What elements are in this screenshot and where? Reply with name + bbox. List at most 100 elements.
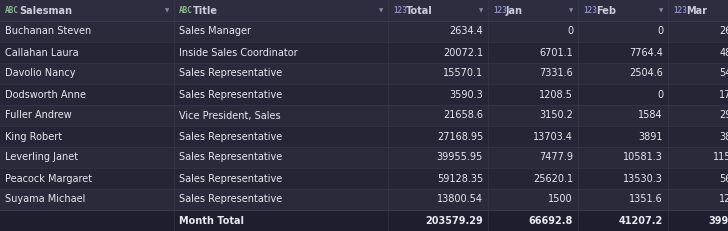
Bar	[488, 63, 578, 84]
Bar	[174, 84, 388, 105]
Text: 21658.6: 21658.6	[443, 110, 483, 121]
Text: 7331.6: 7331.6	[539, 69, 573, 79]
Bar	[174, 147, 388, 168]
Text: 13703.4: 13703.4	[533, 131, 573, 142]
Text: Sales Representative: Sales Representative	[179, 131, 282, 142]
Bar	[388, 84, 488, 105]
Text: 10581.3: 10581.3	[623, 152, 663, 162]
Bar	[488, 105, 578, 126]
Text: 3590.3: 3590.3	[449, 89, 483, 100]
Bar	[488, 84, 578, 105]
Text: Inside Sales Coordinator: Inside Sales Coordinator	[179, 48, 298, 58]
Bar	[488, 168, 578, 189]
Text: Peacock Margaret: Peacock Margaret	[5, 173, 92, 183]
Text: 25620.1: 25620.1	[533, 173, 573, 183]
Text: 39955.95: 39955.95	[437, 152, 483, 162]
Text: King Robert: King Robert	[5, 131, 62, 142]
Text: 1258.2: 1258.2	[719, 195, 728, 204]
Bar	[0, 21, 174, 42]
Text: Title: Title	[193, 6, 218, 15]
Bar	[0, 168, 174, 189]
Bar	[488, 21, 578, 42]
Text: 5493.9: 5493.9	[719, 69, 728, 79]
Text: 4806.1: 4806.1	[719, 48, 728, 58]
Bar	[488, 189, 578, 210]
Text: 203579.29: 203579.29	[425, 216, 483, 225]
Text: ▼: ▼	[659, 8, 663, 13]
Text: 13530.3: 13530.3	[623, 173, 663, 183]
Bar	[578, 21, 668, 42]
Bar	[0, 189, 174, 210]
Text: 3867.2: 3867.2	[719, 131, 728, 142]
Bar	[388, 210, 488, 231]
Text: 2634.4: 2634.4	[449, 27, 483, 36]
Text: 123: 123	[393, 6, 407, 15]
Text: Vice President, Sales: Vice President, Sales	[179, 110, 280, 121]
Text: 3150.2: 3150.2	[539, 110, 573, 121]
Text: ▼: ▼	[569, 8, 573, 13]
Text: Suyama Michael: Suyama Michael	[5, 195, 85, 204]
Text: 1584: 1584	[638, 110, 663, 121]
Bar	[488, 147, 578, 168]
Text: 15570.1: 15570.1	[443, 69, 483, 79]
Bar	[174, 126, 388, 147]
Bar	[174, 21, 388, 42]
Bar	[388, 189, 488, 210]
Bar	[174, 210, 388, 231]
Bar	[174, 105, 388, 126]
Text: Total: Total	[406, 6, 432, 15]
Bar	[174, 42, 388, 63]
Bar	[0, 84, 174, 105]
Text: Sales Representative: Sales Representative	[179, 69, 282, 79]
Bar	[488, 210, 578, 231]
Text: 1500: 1500	[548, 195, 573, 204]
Text: 7764.4: 7764.4	[629, 48, 663, 58]
Bar	[488, 126, 578, 147]
Text: ABC: ABC	[5, 6, 19, 15]
Text: 66692.8: 66692.8	[529, 216, 573, 225]
Text: 27168.95: 27168.95	[437, 131, 483, 142]
Text: 2905.1: 2905.1	[719, 110, 728, 121]
Bar	[668, 105, 728, 126]
Text: ▼: ▼	[379, 8, 383, 13]
Bar	[0, 63, 174, 84]
Text: 0: 0	[657, 27, 663, 36]
Bar	[0, 105, 174, 126]
Bar	[0, 210, 174, 231]
Text: Callahan Laura: Callahan Laura	[5, 48, 79, 58]
Text: 7477.9: 7477.9	[539, 152, 573, 162]
Text: Sales Manager: Sales Manager	[179, 27, 251, 36]
Text: 123: 123	[583, 6, 597, 15]
Text: 123: 123	[673, 6, 687, 15]
Text: Jan: Jan	[506, 6, 523, 15]
Text: Sales Representative: Sales Representative	[179, 195, 282, 204]
Bar	[668, 147, 728, 168]
Bar	[174, 189, 388, 210]
Bar	[388, 63, 488, 84]
Bar	[488, 42, 578, 63]
Bar	[388, 168, 488, 189]
Bar	[668, 126, 728, 147]
Text: Month Total: Month Total	[179, 216, 244, 225]
Bar	[578, 147, 668, 168]
Text: 1770.8: 1770.8	[719, 89, 728, 100]
Bar	[388, 126, 488, 147]
Bar	[0, 42, 174, 63]
Bar	[578, 105, 668, 126]
Text: Dodsworth Anne: Dodsworth Anne	[5, 89, 86, 100]
Bar	[578, 168, 668, 189]
Bar	[668, 63, 728, 84]
Bar	[174, 168, 388, 189]
Text: 0: 0	[657, 89, 663, 100]
Bar	[578, 210, 668, 231]
Text: 5644.8: 5644.8	[719, 173, 728, 183]
Bar	[388, 21, 488, 42]
Bar	[578, 189, 668, 210]
Text: 1351.6: 1351.6	[629, 195, 663, 204]
Text: 2634.4: 2634.4	[719, 27, 728, 36]
Bar	[0, 126, 174, 147]
Bar	[388, 105, 488, 126]
Text: 3891: 3891	[638, 131, 663, 142]
Text: Sales Representative: Sales Representative	[179, 89, 282, 100]
Text: 20072.1: 20072.1	[443, 48, 483, 58]
